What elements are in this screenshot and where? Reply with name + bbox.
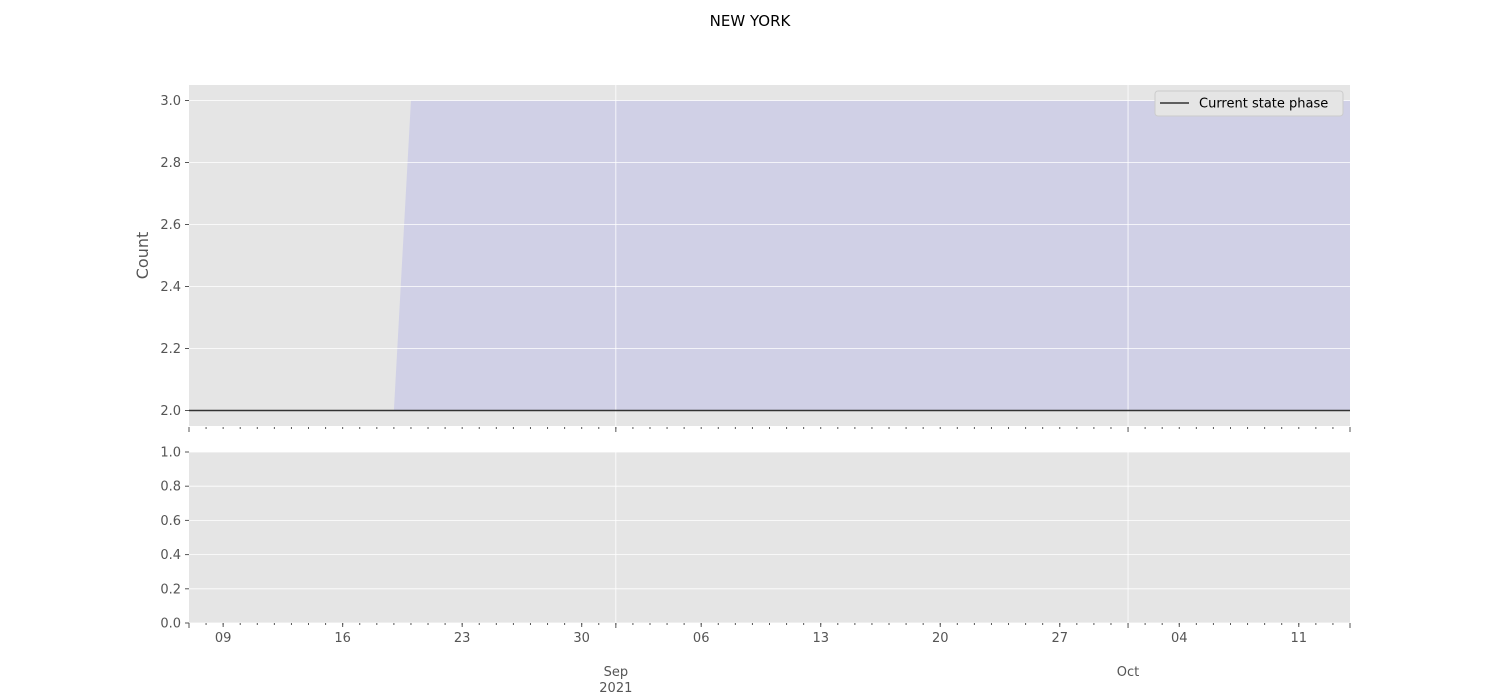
bottom-plot-area [189, 452, 1350, 623]
top-ytick-label: 2.4 [160, 280, 181, 295]
bottom-ytick-label: 0.4 [160, 548, 181, 563]
bottom-ytick-label: 0.0 [160, 617, 181, 632]
xtick-month-label: Sep [604, 665, 629, 680]
xtick-day-label: 30 [573, 631, 590, 646]
xtick-day-label: 09 [215, 631, 232, 646]
bottom-ytick-label: 1.0 [160, 446, 181, 461]
legend-box [1154, 90, 1344, 117]
xtick-day-label: 16 [334, 631, 351, 646]
legend-label: Current state phase [1199, 97, 1328, 112]
bottom-ytick-label: 0.2 [160, 582, 181, 597]
bottom-ytick-label: 0.6 [160, 514, 181, 529]
top-ytick-label: 2.2 [160, 342, 181, 357]
xtick-day-label: 11 [1291, 631, 1308, 646]
xtick-day-label: 06 [693, 631, 710, 646]
xtick-day-label: 20 [932, 631, 949, 646]
xtick-day-label: 04 [1171, 631, 1188, 646]
bottom-ytick-label: 0.8 [160, 480, 181, 495]
xtick-day-label: 23 [454, 631, 471, 646]
xtick-month-label: 2021 [599, 681, 632, 696]
top-shaded-area [189, 100, 1350, 411]
xtick-day-label: 13 [812, 631, 829, 646]
top-ytick-label: 2.8 [160, 156, 181, 171]
legend: Current state phase [1154, 90, 1344, 117]
top-ytick-label: 2.6 [160, 218, 181, 233]
xtick-month-label: Oct [1117, 665, 1139, 680]
xtick-day-label: 27 [1051, 631, 1068, 646]
top-ytick-label: 3.0 [160, 94, 181, 109]
chart-title: NEW YORK [710, 12, 792, 30]
top-ytick-label: 2.0 [160, 404, 181, 419]
y-axis-label: Count [133, 232, 152, 280]
